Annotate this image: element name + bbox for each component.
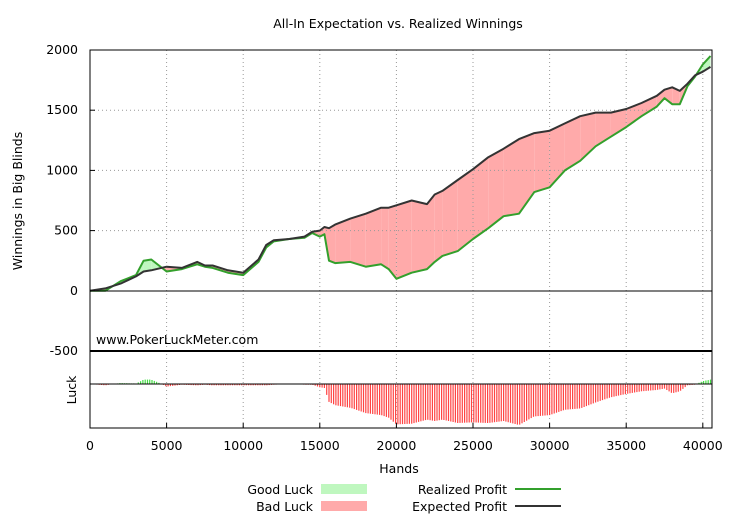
expected-profit-line <box>89 66 712 292</box>
y-tick-label: 500 <box>54 223 78 238</box>
x-tick-label: 20000 <box>377 438 417 453</box>
legend-bad-luck-label: Bad Luck <box>256 499 314 514</box>
x-tick-label: 10000 <box>223 438 263 453</box>
legend: Good Luck Bad Luck Realized Profit Expec… <box>247 482 561 514</box>
legend-good-luck-label: Good Luck <box>247 482 313 497</box>
bad-luck-area <box>534 130 550 193</box>
y-tick-label: 1000 <box>46 162 78 177</box>
bad-luck-area <box>595 112 611 147</box>
bad-luck-area <box>427 194 435 270</box>
bad-luck-area <box>381 207 389 270</box>
y-tick-labels: -500 0 500 1000 1500 2000 <box>46 42 95 358</box>
bad-luck-area <box>350 213 366 267</box>
x-tick-labels: 0 5000 10000 15000 20000 25000 30000 35000 40000 <box>86 423 723 453</box>
chart-title: All-In Expectation vs. Realized Winnings <box>273 16 523 31</box>
legend-bad-luck-swatch <box>321 501 367 511</box>
good-luck-area <box>143 259 152 272</box>
bad-luck-area <box>610 109 627 137</box>
bad-luck-area <box>335 218 351 264</box>
x-tick-label: 35000 <box>606 438 646 453</box>
y-tick-label: 0 <box>70 283 78 298</box>
bad-luck-area <box>388 205 397 279</box>
x-tick-label: 40000 <box>683 438 723 453</box>
x-axis-label: Hands <box>379 461 418 476</box>
bad-luck-area <box>411 200 427 273</box>
bad-luck-area <box>488 148 504 229</box>
y-tick-label: 1500 <box>46 102 78 117</box>
bad-luck-area <box>442 180 458 256</box>
x-tick-label: 15000 <box>300 438 340 453</box>
bad-luck-area <box>626 103 642 128</box>
y-tick-label: -500 <box>50 343 78 358</box>
luck-area-layer <box>90 56 711 291</box>
legend-realized-label: Realized Profit <box>418 482 507 497</box>
realized-profit-line <box>90 55 712 292</box>
bad-luck-area <box>672 87 680 105</box>
y-tick-label: 2000 <box>46 42 78 57</box>
y-axis-label: Winnings in Big Blinds <box>10 132 25 270</box>
bad-luck-area <box>564 116 581 171</box>
bad-luck-area <box>396 200 412 279</box>
x-tick-label: 0 <box>86 438 94 453</box>
legend-expected-label: Expected Profit <box>412 499 507 514</box>
luck-histogram <box>91 379 712 425</box>
bad-luck-area <box>457 169 473 252</box>
bad-luck-area <box>434 190 443 262</box>
bad-luck-area <box>664 87 673 105</box>
bad-luck-area <box>549 123 565 188</box>
luck-axis-label: Luck <box>64 375 79 405</box>
bad-luck-area <box>329 224 336 264</box>
bad-luck-area <box>519 133 535 214</box>
main-plot-frame <box>89 49 713 352</box>
bad-luck-area <box>365 207 382 267</box>
bad-luck-area <box>656 89 665 107</box>
bad-luck-area <box>641 95 657 117</box>
bad-luck-area <box>503 139 519 217</box>
profit-lines <box>89 55 712 292</box>
bad-luck-area <box>473 157 489 239</box>
x-tick-label: 5000 <box>151 438 183 453</box>
x-tick-label: 30000 <box>530 438 570 453</box>
watermark: www.PokerLuckMeter.com <box>96 332 258 347</box>
legend-good-luck-swatch <box>321 484 367 494</box>
x-tick-label: 25000 <box>453 438 493 453</box>
